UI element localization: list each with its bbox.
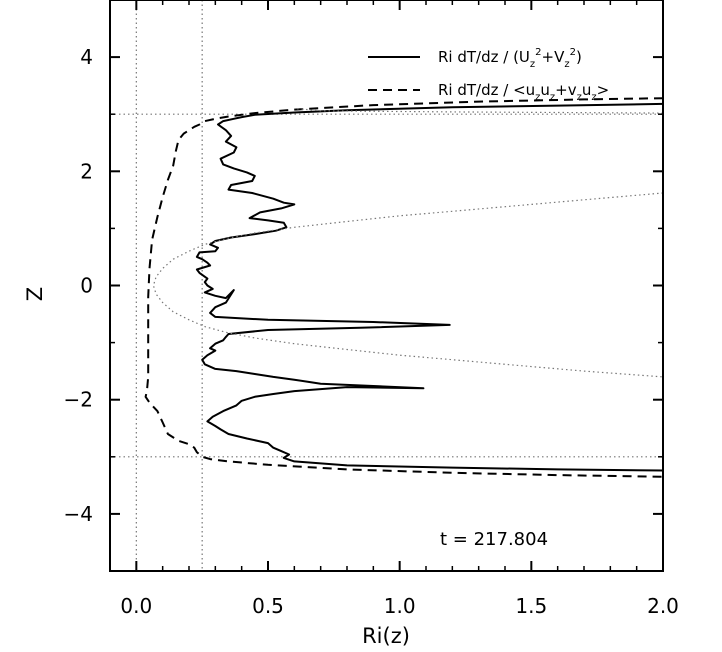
reference-lines xyxy=(110,0,663,571)
x-axis-title: Ri(z) xyxy=(362,624,410,648)
series-dotted-line-3 xyxy=(294,107,663,114)
series-solid-line-0 xyxy=(195,102,663,472)
x-tick-label: 0.5 xyxy=(252,594,284,618)
y-axis-title: Z xyxy=(23,287,47,301)
legend: Ri dT/dz / (Uz2+Vz2) Ri dT/dz / <uzuz+vz… xyxy=(368,47,609,103)
series-dotted-line-2 xyxy=(152,192,663,378)
time-annotation: t = 217.804 xyxy=(440,529,548,550)
x-tick-label: 0.0 xyxy=(120,594,152,618)
y-tick-label: −4 xyxy=(64,502,93,526)
y-tick-label: 0 xyxy=(80,274,93,298)
x-tick-label: 1.5 xyxy=(515,594,547,618)
axis-ticks xyxy=(110,0,664,572)
legend-dashed-label: Ri dT/dz / <uzuz+vzuz> xyxy=(438,81,609,103)
series-layer xyxy=(144,97,663,478)
x-tick-label: 1.0 xyxy=(384,594,416,618)
y-tick-label: 4 xyxy=(80,45,93,69)
legend-solid-label: Ri dT/dz / (Uz2+Vz2) xyxy=(438,47,582,70)
y-tick-label: −2 xyxy=(64,388,93,412)
y-tick-label: 2 xyxy=(80,159,93,183)
axis-tick-labels: 0.0 0.5 1.0 1.5 2.0 −4 −2 0 2 4 xyxy=(64,45,679,618)
series-dashed-line-1 xyxy=(144,97,663,478)
x-tick-label: 2.0 xyxy=(647,594,679,618)
